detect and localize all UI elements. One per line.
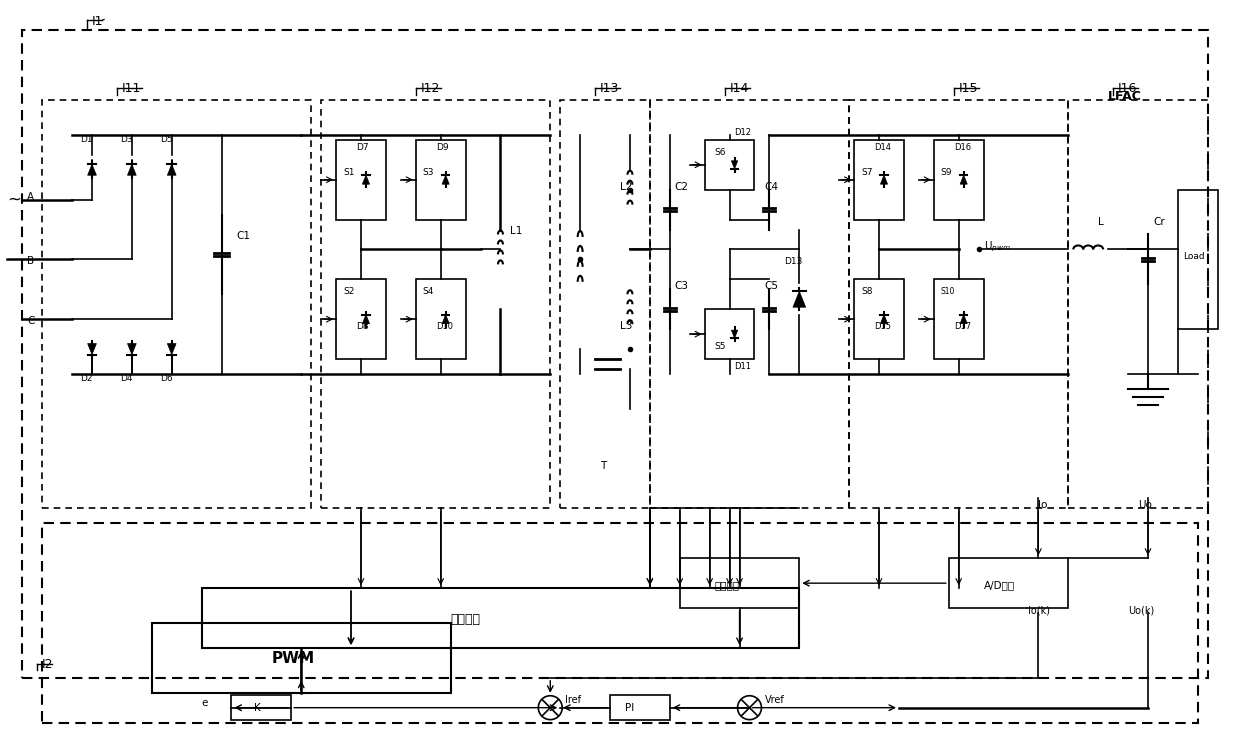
Text: C: C <box>27 316 35 326</box>
Polygon shape <box>128 343 136 354</box>
Text: U$_{pwm}$: U$_{pwm}$ <box>983 240 1011 254</box>
Polygon shape <box>960 315 967 324</box>
Polygon shape <box>880 315 888 324</box>
Text: D7: D7 <box>356 143 368 152</box>
Text: Cr: Cr <box>1153 217 1164 227</box>
Polygon shape <box>167 343 176 354</box>
Text: D13: D13 <box>785 257 802 266</box>
Polygon shape <box>732 330 738 338</box>
Text: D2: D2 <box>81 374 93 383</box>
Polygon shape <box>128 164 136 175</box>
Text: D4: D4 <box>120 374 133 383</box>
Text: S8: S8 <box>861 287 873 296</box>
Text: Io: Io <box>1038 500 1048 510</box>
Text: C5: C5 <box>764 281 779 292</box>
Text: D5: D5 <box>160 135 172 144</box>
Text: Load: Load <box>1183 252 1204 262</box>
Text: D14: D14 <box>874 143 892 152</box>
Polygon shape <box>88 343 97 354</box>
Text: Vref: Vref <box>764 695 784 705</box>
Text: Uo(k): Uo(k) <box>1128 605 1154 615</box>
Text: L2: L2 <box>620 182 632 192</box>
Text: S2: S2 <box>343 287 355 296</box>
Text: D15: D15 <box>874 322 892 331</box>
Text: D12: D12 <box>734 128 751 137</box>
Text: PWM: PWM <box>272 651 315 666</box>
Text: S7: S7 <box>861 168 873 176</box>
Polygon shape <box>880 175 888 184</box>
Text: LFAC: LFAC <box>1109 90 1142 103</box>
Text: C2: C2 <box>675 182 688 192</box>
Text: L1: L1 <box>511 227 523 236</box>
Text: C3: C3 <box>675 281 688 292</box>
Text: D10: D10 <box>435 322 453 331</box>
Polygon shape <box>88 164 97 175</box>
Text: S1: S1 <box>343 168 355 176</box>
Text: D3: D3 <box>120 135 133 144</box>
Text: e: e <box>202 698 208 708</box>
Polygon shape <box>362 175 370 184</box>
Polygon shape <box>732 161 738 168</box>
Polygon shape <box>792 292 806 307</box>
Text: I11: I11 <box>122 82 141 95</box>
Text: I14: I14 <box>729 82 749 95</box>
Text: I16: I16 <box>1118 82 1137 95</box>
Text: S9: S9 <box>941 168 952 176</box>
Polygon shape <box>443 175 449 184</box>
Text: I1: I1 <box>92 15 103 28</box>
Polygon shape <box>167 164 176 175</box>
Text: I15: I15 <box>959 82 978 95</box>
Text: D16: D16 <box>954 143 971 152</box>
Text: PI: PI <box>625 703 634 713</box>
Text: C4: C4 <box>764 182 779 192</box>
Text: S10: S10 <box>941 287 955 296</box>
Text: S6: S6 <box>714 148 727 157</box>
Text: S5: S5 <box>714 342 727 351</box>
Polygon shape <box>443 315 449 324</box>
Text: Uo: Uo <box>1138 500 1152 510</box>
Text: I12: I12 <box>420 82 440 95</box>
Polygon shape <box>362 315 370 324</box>
Text: A/D转换: A/D转换 <box>983 580 1014 590</box>
Text: 驱动电路: 驱动电路 <box>450 613 481 626</box>
Text: D8: D8 <box>356 322 368 331</box>
Text: Io(k): Io(k) <box>1028 605 1050 615</box>
Text: S3: S3 <box>423 168 434 176</box>
Text: I2: I2 <box>42 658 53 671</box>
Text: D17: D17 <box>954 322 971 331</box>
Text: D9: D9 <box>435 143 449 152</box>
Text: A: A <box>27 192 35 202</box>
Text: T: T <box>600 461 606 471</box>
Polygon shape <box>960 175 967 184</box>
Text: 保护电路: 保护电路 <box>714 580 739 590</box>
Text: D1: D1 <box>81 135 93 144</box>
Text: C1: C1 <box>237 232 250 241</box>
Text: K: K <box>254 703 262 713</box>
Text: L: L <box>1099 217 1104 227</box>
Text: I13: I13 <box>600 82 620 95</box>
Text: Iref: Iref <box>565 695 582 705</box>
Text: D11: D11 <box>734 362 751 371</box>
Text: B: B <box>27 257 35 266</box>
Text: L3: L3 <box>620 321 632 331</box>
Text: ~: ~ <box>7 190 21 208</box>
Text: D6: D6 <box>160 374 172 383</box>
Text: S4: S4 <box>423 287 434 296</box>
